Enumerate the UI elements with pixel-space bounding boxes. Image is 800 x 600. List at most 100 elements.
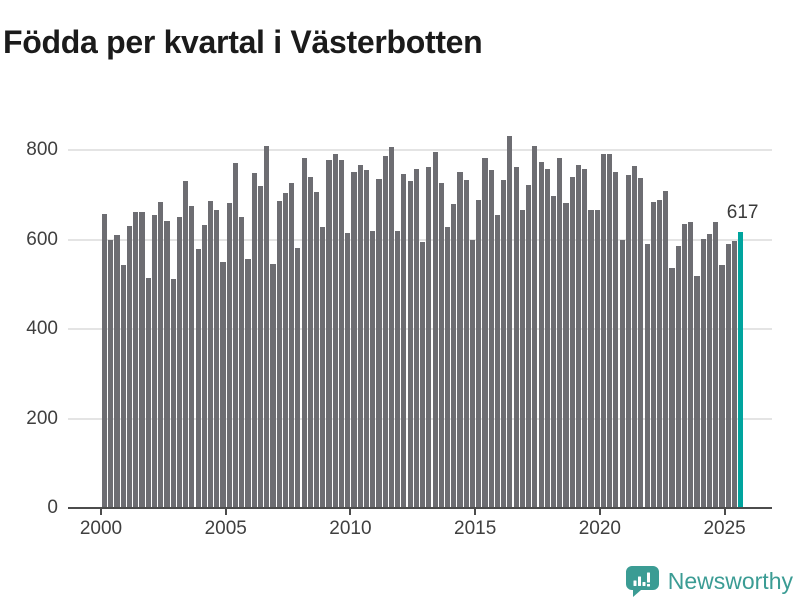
bar bbox=[569, 176, 575, 508]
bar bbox=[681, 223, 688, 508]
bar bbox=[550, 196, 557, 508]
bar bbox=[650, 201, 656, 508]
newsworthy-bar-chart-speech-bubble-icon bbox=[625, 566, 659, 597]
bar bbox=[151, 215, 158, 508]
bar bbox=[557, 158, 563, 508]
newsworthy-logo: Newsworthy bbox=[625, 566, 793, 597]
y-axis-tick-label: 400 bbox=[26, 318, 58, 339]
x-axis-tick-label: 2010 bbox=[329, 518, 372, 539]
bar bbox=[133, 212, 139, 508]
bar bbox=[476, 199, 482, 508]
bar bbox=[351, 172, 357, 508]
bar bbox=[501, 180, 507, 508]
bar bbox=[713, 222, 719, 508]
bar bbox=[332, 154, 338, 508]
bar bbox=[338, 160, 345, 508]
bar bbox=[226, 203, 232, 508]
bar bbox=[426, 167, 432, 508]
bar bbox=[731, 241, 737, 508]
bar bbox=[345, 232, 351, 508]
bar bbox=[588, 209, 594, 508]
bar bbox=[644, 243, 650, 508]
bar bbox=[544, 169, 550, 508]
y-gridline bbox=[68, 328, 772, 330]
bar bbox=[270, 264, 276, 508]
y-axis-tick-label: 800 bbox=[26, 139, 58, 160]
bar bbox=[538, 161, 544, 508]
bar bbox=[625, 175, 631, 508]
y-gridline bbox=[68, 149, 772, 151]
bar bbox=[488, 169, 494, 508]
x-axis-tick-mark bbox=[349, 509, 352, 515]
bar bbox=[607, 154, 613, 508]
bar bbox=[158, 202, 164, 508]
bar bbox=[725, 243, 731, 508]
bar bbox=[582, 169, 588, 508]
y-axis-tick-label: 600 bbox=[26, 228, 58, 250]
bar bbox=[594, 210, 600, 508]
bar bbox=[657, 199, 663, 508]
bar bbox=[675, 246, 681, 508]
bar bbox=[126, 226, 133, 508]
bar bbox=[669, 267, 675, 508]
x-axis-tick-label: 2025 bbox=[703, 518, 746, 539]
bar bbox=[407, 181, 413, 508]
bar bbox=[395, 230, 401, 508]
highlighted-bar bbox=[738, 231, 744, 508]
x-axis-tick-label: 2005 bbox=[204, 518, 247, 539]
bar bbox=[575, 164, 582, 508]
bar bbox=[245, 259, 251, 508]
bar bbox=[189, 205, 195, 508]
bar bbox=[438, 183, 444, 508]
bar bbox=[363, 170, 370, 508]
x-axis-tick-label: 2020 bbox=[578, 518, 622, 539]
bar bbox=[208, 201, 214, 508]
bar bbox=[663, 190, 669, 508]
bar bbox=[706, 233, 713, 508]
bar bbox=[420, 241, 426, 508]
y-axis-tick-label: 200 bbox=[26, 407, 58, 429]
bar bbox=[114, 235, 120, 508]
x-axis-tick-mark bbox=[100, 509, 102, 515]
y-gridline bbox=[68, 417, 772, 420]
bar bbox=[239, 217, 245, 508]
bar bbox=[282, 192, 288, 508]
bar bbox=[357, 164, 363, 508]
x-axis-tick-mark bbox=[723, 509, 726, 515]
bar bbox=[401, 174, 407, 508]
y-gridline bbox=[68, 238, 772, 241]
bar bbox=[183, 181, 189, 508]
bar bbox=[382, 156, 388, 508]
bar bbox=[232, 162, 239, 508]
bar bbox=[201, 225, 207, 508]
chart-title: Födda per kvartal i Västerbotten bbox=[3, 24, 483, 61]
bar bbox=[719, 265, 725, 508]
last-value-label: 617 bbox=[726, 201, 759, 223]
bar bbox=[413, 169, 419, 508]
bar bbox=[688, 221, 694, 508]
bar bbox=[257, 186, 264, 508]
bar bbox=[694, 276, 700, 508]
x-axis-tick-mark bbox=[474, 509, 477, 515]
bar bbox=[432, 151, 438, 508]
bar bbox=[195, 248, 201, 508]
bar bbox=[451, 204, 457, 508]
bar bbox=[102, 213, 108, 508]
bar bbox=[326, 160, 332, 508]
bar bbox=[307, 176, 313, 508]
bar bbox=[139, 212, 145, 508]
bar bbox=[320, 227, 326, 508]
bar bbox=[176, 216, 182, 508]
x-axis-tick-label: 2000 bbox=[79, 518, 123, 539]
bar bbox=[513, 167, 519, 508]
bar bbox=[264, 145, 270, 508]
bar bbox=[214, 210, 220, 508]
bar bbox=[120, 265, 126, 508]
bar bbox=[370, 230, 376, 508]
bar bbox=[563, 203, 569, 508]
x-axis-tick-label: 2015 bbox=[454, 518, 497, 539]
bar bbox=[376, 179, 382, 508]
bar bbox=[482, 158, 488, 508]
bar bbox=[507, 135, 513, 508]
